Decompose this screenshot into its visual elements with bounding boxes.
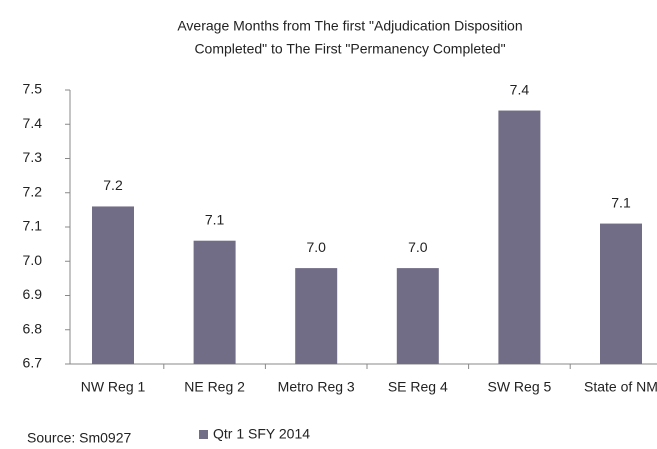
chart-title: Completed" to The First "Permanency Comp…: [194, 41, 505, 57]
bar: [193, 240, 236, 364]
legend-swatch: [199, 430, 208, 439]
x-tick-label: SE Reg 4: [388, 379, 448, 395]
x-tick-label: NW Reg 1: [81, 379, 146, 395]
x-tick-label: NE Reg 2: [184, 379, 245, 395]
bar: [600, 223, 642, 364]
y-tick-label: 7.3: [23, 149, 43, 165]
y-tick-label: 7.4: [23, 115, 43, 131]
source-note: Source: Sm0927: [27, 430, 131, 446]
x-tick-label: State of NM: [584, 379, 657, 395]
data-label: 7.2: [103, 177, 123, 193]
legend-label: Qtr 1 SFY 2014: [213, 426, 310, 442]
y-tick-label: 7.2: [23, 183, 43, 199]
y-tick-label: 6.8: [23, 320, 43, 336]
y-tick-label: 7.5: [23, 81, 43, 97]
y-tick-label: 6.9: [23, 286, 43, 302]
data-label: 7.0: [408, 239, 428, 255]
data-label: 7.1: [205, 211, 225, 227]
y-tick-label: 7.0: [23, 252, 43, 268]
data-label: 7.4: [510, 81, 530, 97]
x-tick-label: SW Reg 5: [487, 379, 551, 395]
data-label: 7.0: [306, 239, 326, 255]
bar: [498, 110, 541, 364]
chart-title: Average Months from The first "Adjudicat…: [177, 18, 522, 34]
data-label: 7.1: [611, 194, 631, 210]
y-tick-label: 6.7: [23, 355, 43, 371]
bar: [92, 206, 134, 364]
bar: [295, 268, 338, 364]
x-tick-label: Metro Reg 3: [278, 379, 355, 395]
y-tick-label: 7.1: [23, 218, 43, 234]
bar: [396, 268, 439, 364]
